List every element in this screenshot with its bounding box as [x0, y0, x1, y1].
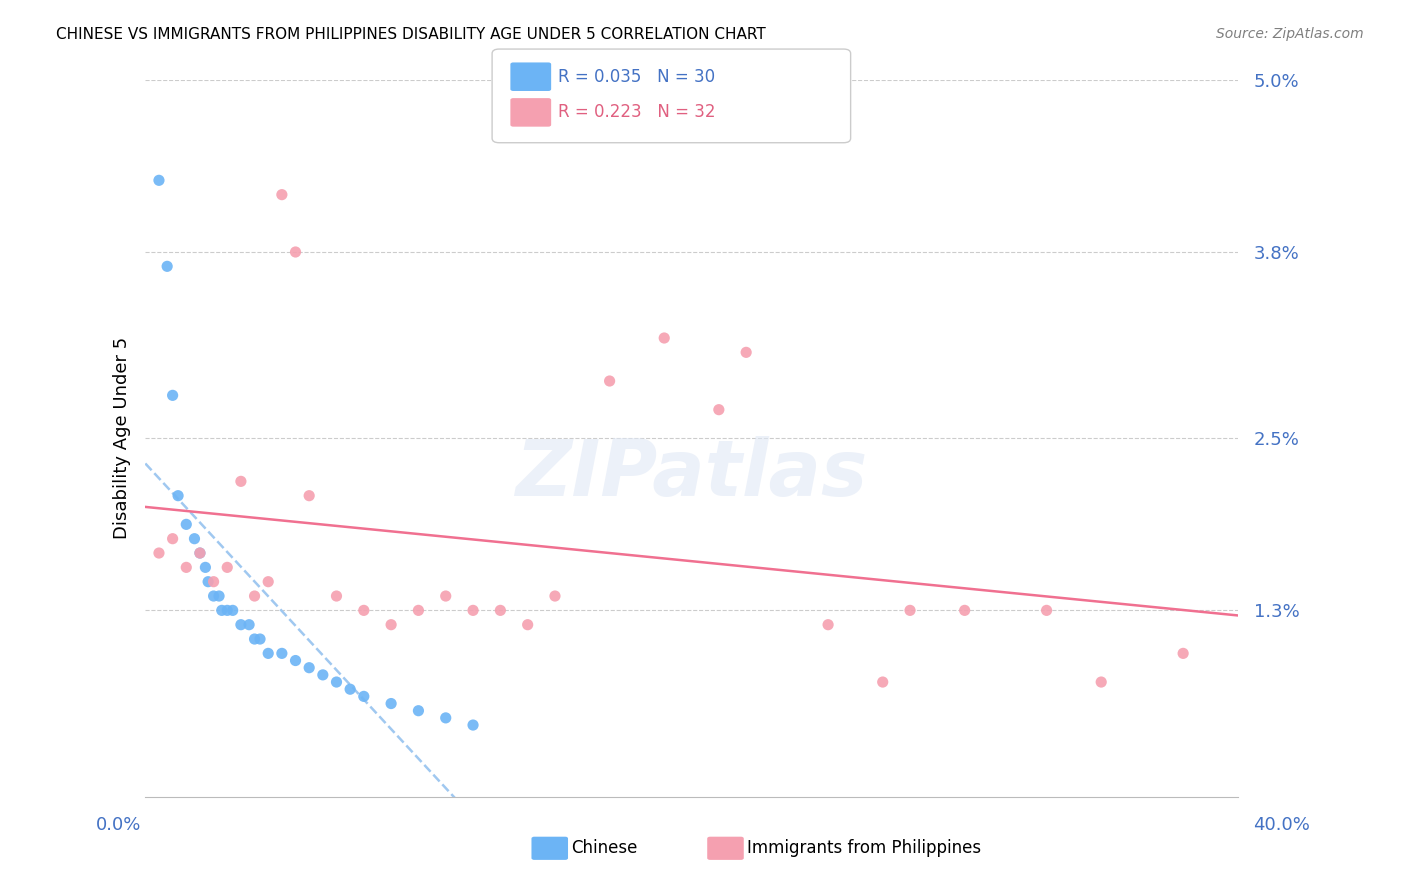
Point [434, 589, 457, 603]
Point [461, 603, 484, 617]
Point [174, 517, 197, 532]
Point [202, 589, 225, 603]
Point [174, 560, 197, 574]
Point [298, 489, 321, 503]
Text: Source: ZipAtlas.com: Source: ZipAtlas.com [1216, 27, 1364, 41]
Point [707, 402, 730, 417]
Point [1035, 603, 1057, 617]
Point [872, 675, 894, 690]
Point [339, 682, 361, 697]
Point [222, 603, 245, 617]
Text: 40.0%: 40.0% [1254, 816, 1310, 834]
Point [197, 574, 219, 589]
Point [270, 646, 292, 660]
Point [243, 632, 266, 646]
Point [544, 589, 567, 603]
Point [162, 388, 184, 402]
Point [312, 668, 335, 682]
Point [208, 589, 231, 603]
Text: R = 0.223   N = 32: R = 0.223 N = 32 [558, 103, 716, 121]
Point [194, 560, 217, 574]
Point [461, 718, 484, 732]
Point [183, 532, 205, 546]
Point [284, 654, 307, 668]
Point [1171, 646, 1194, 660]
Point [229, 475, 252, 489]
Point [735, 345, 758, 359]
Point [229, 617, 252, 632]
Point [243, 589, 266, 603]
Point [148, 173, 170, 187]
Point [217, 603, 239, 617]
Point [238, 617, 260, 632]
Point [325, 675, 347, 690]
Point [257, 574, 280, 589]
Point [380, 617, 402, 632]
Point [284, 245, 307, 260]
Point [211, 603, 233, 617]
Point [380, 697, 402, 711]
Text: R = 0.035   N = 30: R = 0.035 N = 30 [558, 68, 716, 86]
Point [408, 603, 430, 617]
Point [953, 603, 976, 617]
Point [652, 331, 675, 345]
Point [217, 560, 239, 574]
Point [817, 617, 839, 632]
Point [167, 489, 190, 503]
Point [898, 603, 921, 617]
Point [257, 646, 280, 660]
Point [516, 617, 538, 632]
Point [489, 603, 512, 617]
Point [353, 603, 375, 617]
Text: ZIPatlas: ZIPatlas [516, 436, 868, 512]
Text: CHINESE VS IMMIGRANTS FROM PHILIPPINES DISABILITY AGE UNDER 5 CORRELATION CHART: CHINESE VS IMMIGRANTS FROM PHILIPPINES D… [56, 27, 766, 42]
Text: Immigrants from Philippines: Immigrants from Philippines [747, 839, 981, 857]
Point [325, 589, 347, 603]
Point [353, 690, 375, 704]
Point [202, 574, 225, 589]
Text: Chinese: Chinese [571, 839, 637, 857]
Point [599, 374, 621, 388]
Point [148, 546, 170, 560]
Point [162, 532, 184, 546]
Y-axis label: Disability Age Under 5: Disability Age Under 5 [114, 337, 131, 540]
Point [188, 546, 211, 560]
Point [434, 711, 457, 725]
Point [1090, 675, 1112, 690]
Point [188, 546, 211, 560]
Point [156, 260, 179, 274]
Point [249, 632, 271, 646]
Point [298, 661, 321, 675]
Point [270, 187, 292, 202]
Text: 0.0%: 0.0% [96, 816, 141, 834]
Point [408, 704, 430, 718]
